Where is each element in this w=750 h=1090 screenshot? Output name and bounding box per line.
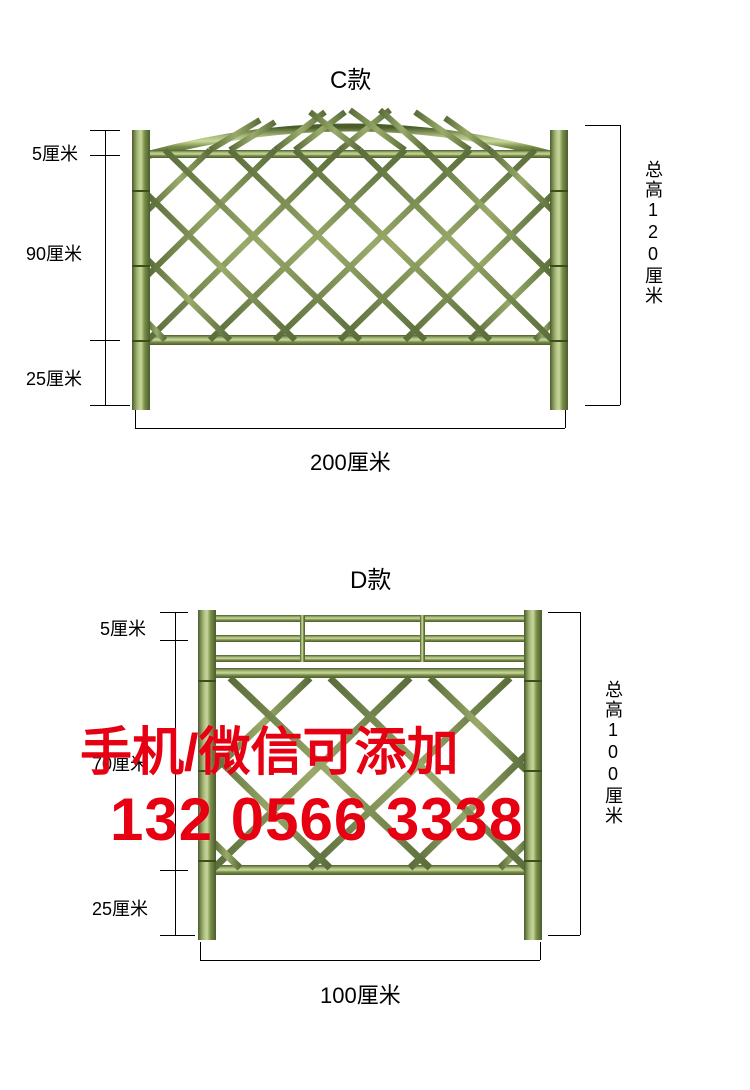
- dim-tick: [565, 410, 566, 428]
- dim-tick: [585, 405, 620, 406]
- diagram-c-title: C款: [330, 60, 371, 95]
- dim-line: [135, 428, 565, 429]
- dim-d-bottom: 100厘米: [320, 978, 401, 1010]
- dim-d-right: 总高100厘米: [600, 680, 626, 826]
- diagram-d-title: D款: [350, 560, 391, 595]
- dim-line: [620, 125, 621, 405]
- watermark-line2: 132 0566 3338: [110, 785, 523, 854]
- dim-c-right: 总高120厘米: [640, 160, 666, 306]
- dim-tick: [160, 640, 188, 641]
- dim-c-left-2: 90厘米: [26, 240, 82, 266]
- dim-line: [200, 960, 540, 961]
- dim-c-left-3: 25厘米: [26, 365, 82, 391]
- dim-line: [580, 612, 581, 935]
- dim-tick: [540, 942, 541, 960]
- dim-d-left-3: 25厘米: [92, 895, 148, 921]
- dim-tick: [160, 870, 188, 871]
- watermark-line1: 手机/微信可添加: [80, 710, 458, 785]
- fence-c-svg: [120, 100, 580, 420]
- dim-c-bottom: 200厘米: [310, 445, 391, 477]
- dim-d-left-1: 5厘米: [100, 615, 146, 641]
- dim-tick: [135, 410, 136, 428]
- dim-line: [105, 130, 106, 405]
- dim-tick: [160, 612, 188, 613]
- dim-tick: [200, 942, 201, 960]
- dim-tick: [548, 612, 580, 613]
- dim-tick: [548, 935, 580, 936]
- dim-tick: [160, 935, 195, 936]
- dim-tick: [585, 125, 620, 126]
- dim-tick: [90, 405, 130, 406]
- dim-c-left-1: 5厘米: [32, 140, 78, 166]
